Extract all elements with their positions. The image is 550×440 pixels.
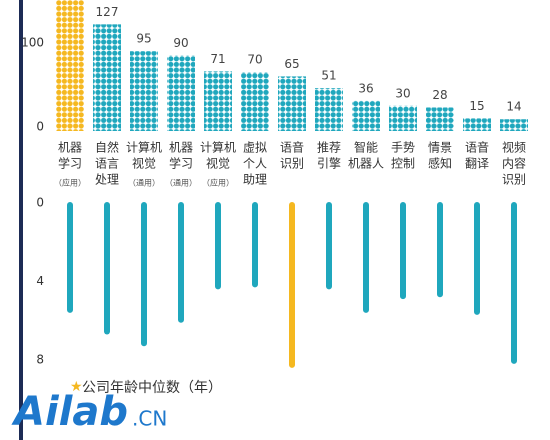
dot-bar [241, 72, 269, 131]
dot-bar [278, 76, 306, 131]
value-label: 90 [173, 36, 188, 50]
dot-bar [389, 105, 417, 131]
value-label: 28 [432, 88, 447, 102]
x-tick-label: 感知 [428, 156, 452, 171]
dot-bar [463, 118, 491, 131]
value-label: 65 [284, 57, 299, 71]
value-label: 127 [96, 5, 119, 19]
y-tick-label: 4 [36, 274, 44, 288]
dot-bar [352, 100, 380, 131]
x-tick-label: 视频 [502, 140, 526, 155]
x-tick-label: 自然 [95, 140, 119, 155]
value-label: 14 [506, 100, 521, 114]
x-tick-label: 计算机 [200, 140, 236, 155]
value-label: 30 [395, 86, 410, 100]
x-tick-qualifier: （应用） [54, 178, 86, 188]
x-tick-label: 机器 [169, 141, 193, 155]
x-tick-label: 翻译 [465, 157, 489, 171]
y-axis-label: 公司年龄中位数（年） [82, 380, 222, 396]
value-label: 15 [469, 99, 484, 113]
x-tick-label: 内容 [502, 156, 526, 171]
x-tick-label: 机器 [58, 141, 82, 155]
dot-bar [426, 107, 454, 131]
star-icon: ★ [70, 379, 83, 395]
x-tick-label: 情景 [428, 141, 452, 155]
x-tick-label: 智能 [354, 140, 378, 155]
dot-bar [500, 119, 528, 131]
dot-bar [204, 71, 232, 131]
x-tick-label: 语音 [465, 140, 489, 155]
y-tick-label: 0 [36, 196, 44, 210]
x-tick-label: 语言 [95, 157, 119, 171]
x-tick-qualifier: （应用） [202, 178, 234, 188]
x-tick-label: 计算机 [126, 140, 162, 155]
x-tick-label: 语音 [280, 140, 304, 155]
dot-bar [93, 24, 121, 132]
x-tick-label: 识别 [280, 157, 304, 171]
y-tick-label: 100 [21, 36, 44, 50]
x-tick-label: 个人 [243, 157, 267, 171]
x-tick-qualifier: （通用） [128, 178, 160, 188]
x-tick-label: 助理 [243, 173, 267, 187]
x-tick-label: 视觉 [132, 156, 156, 171]
value-label: 36 [358, 81, 373, 95]
x-tick-label: 视觉 [206, 156, 230, 171]
dot-bar [167, 55, 195, 131]
x-tick-label: 引擎 [317, 156, 341, 171]
value-label: 51 [321, 69, 336, 83]
x-tick-qualifier: （通用） [165, 178, 197, 188]
x-tick-label: 学习 [58, 156, 82, 171]
y-tick-label: 8 [36, 353, 44, 367]
x-tick-label: 推荐 [317, 141, 341, 155]
x-tick-label: 学习 [169, 156, 193, 171]
dot-bar [56, 0, 84, 131]
y-tick-label: 0 [36, 120, 44, 134]
x-tick-label: 虚拟 [243, 141, 267, 155]
x-tick-label: 手势 [391, 141, 415, 155]
value-label: 71 [210, 52, 225, 66]
x-tick-label: 处理 [95, 173, 119, 187]
value-label: 70 [247, 53, 262, 67]
watermark-suffix: .CN [132, 407, 167, 431]
value-label: 95 [136, 32, 151, 46]
dot-bar [130, 51, 158, 131]
x-tick-label: 控制 [391, 157, 415, 171]
x-tick-label: 机器人 [348, 157, 384, 171]
watermark: Ailab [11, 389, 128, 435]
x-tick-label: 识别 [502, 173, 526, 187]
dot-bar [315, 88, 343, 131]
